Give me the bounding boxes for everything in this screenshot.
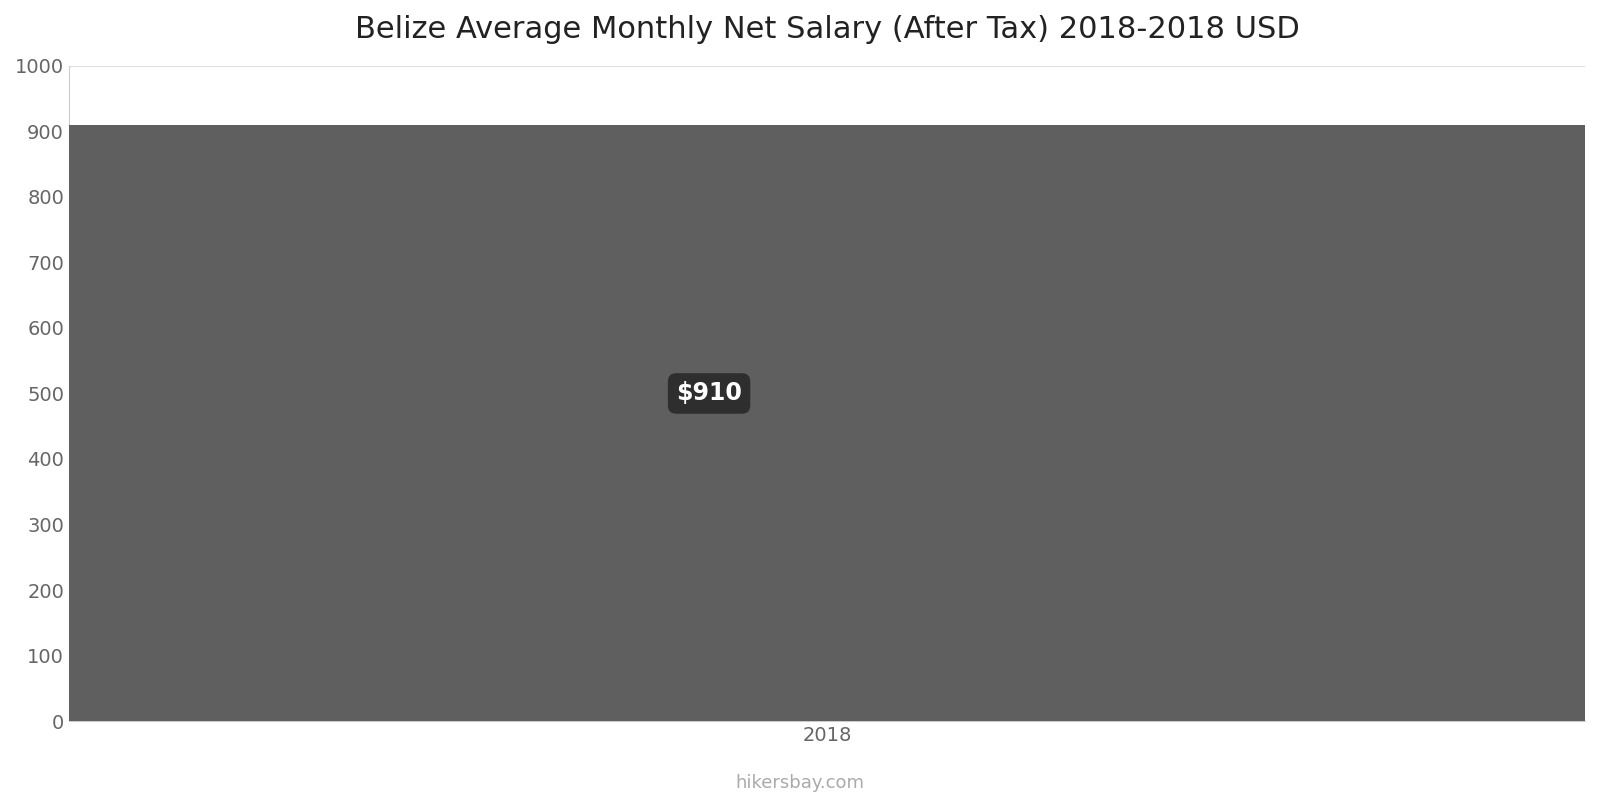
- Title: Belize Average Monthly Net Salary (After Tax) 2018-2018 USD: Belize Average Monthly Net Salary (After…: [355, 15, 1299, 44]
- Text: hikersbay.com: hikersbay.com: [736, 774, 864, 792]
- Text: $910: $910: [677, 382, 742, 406]
